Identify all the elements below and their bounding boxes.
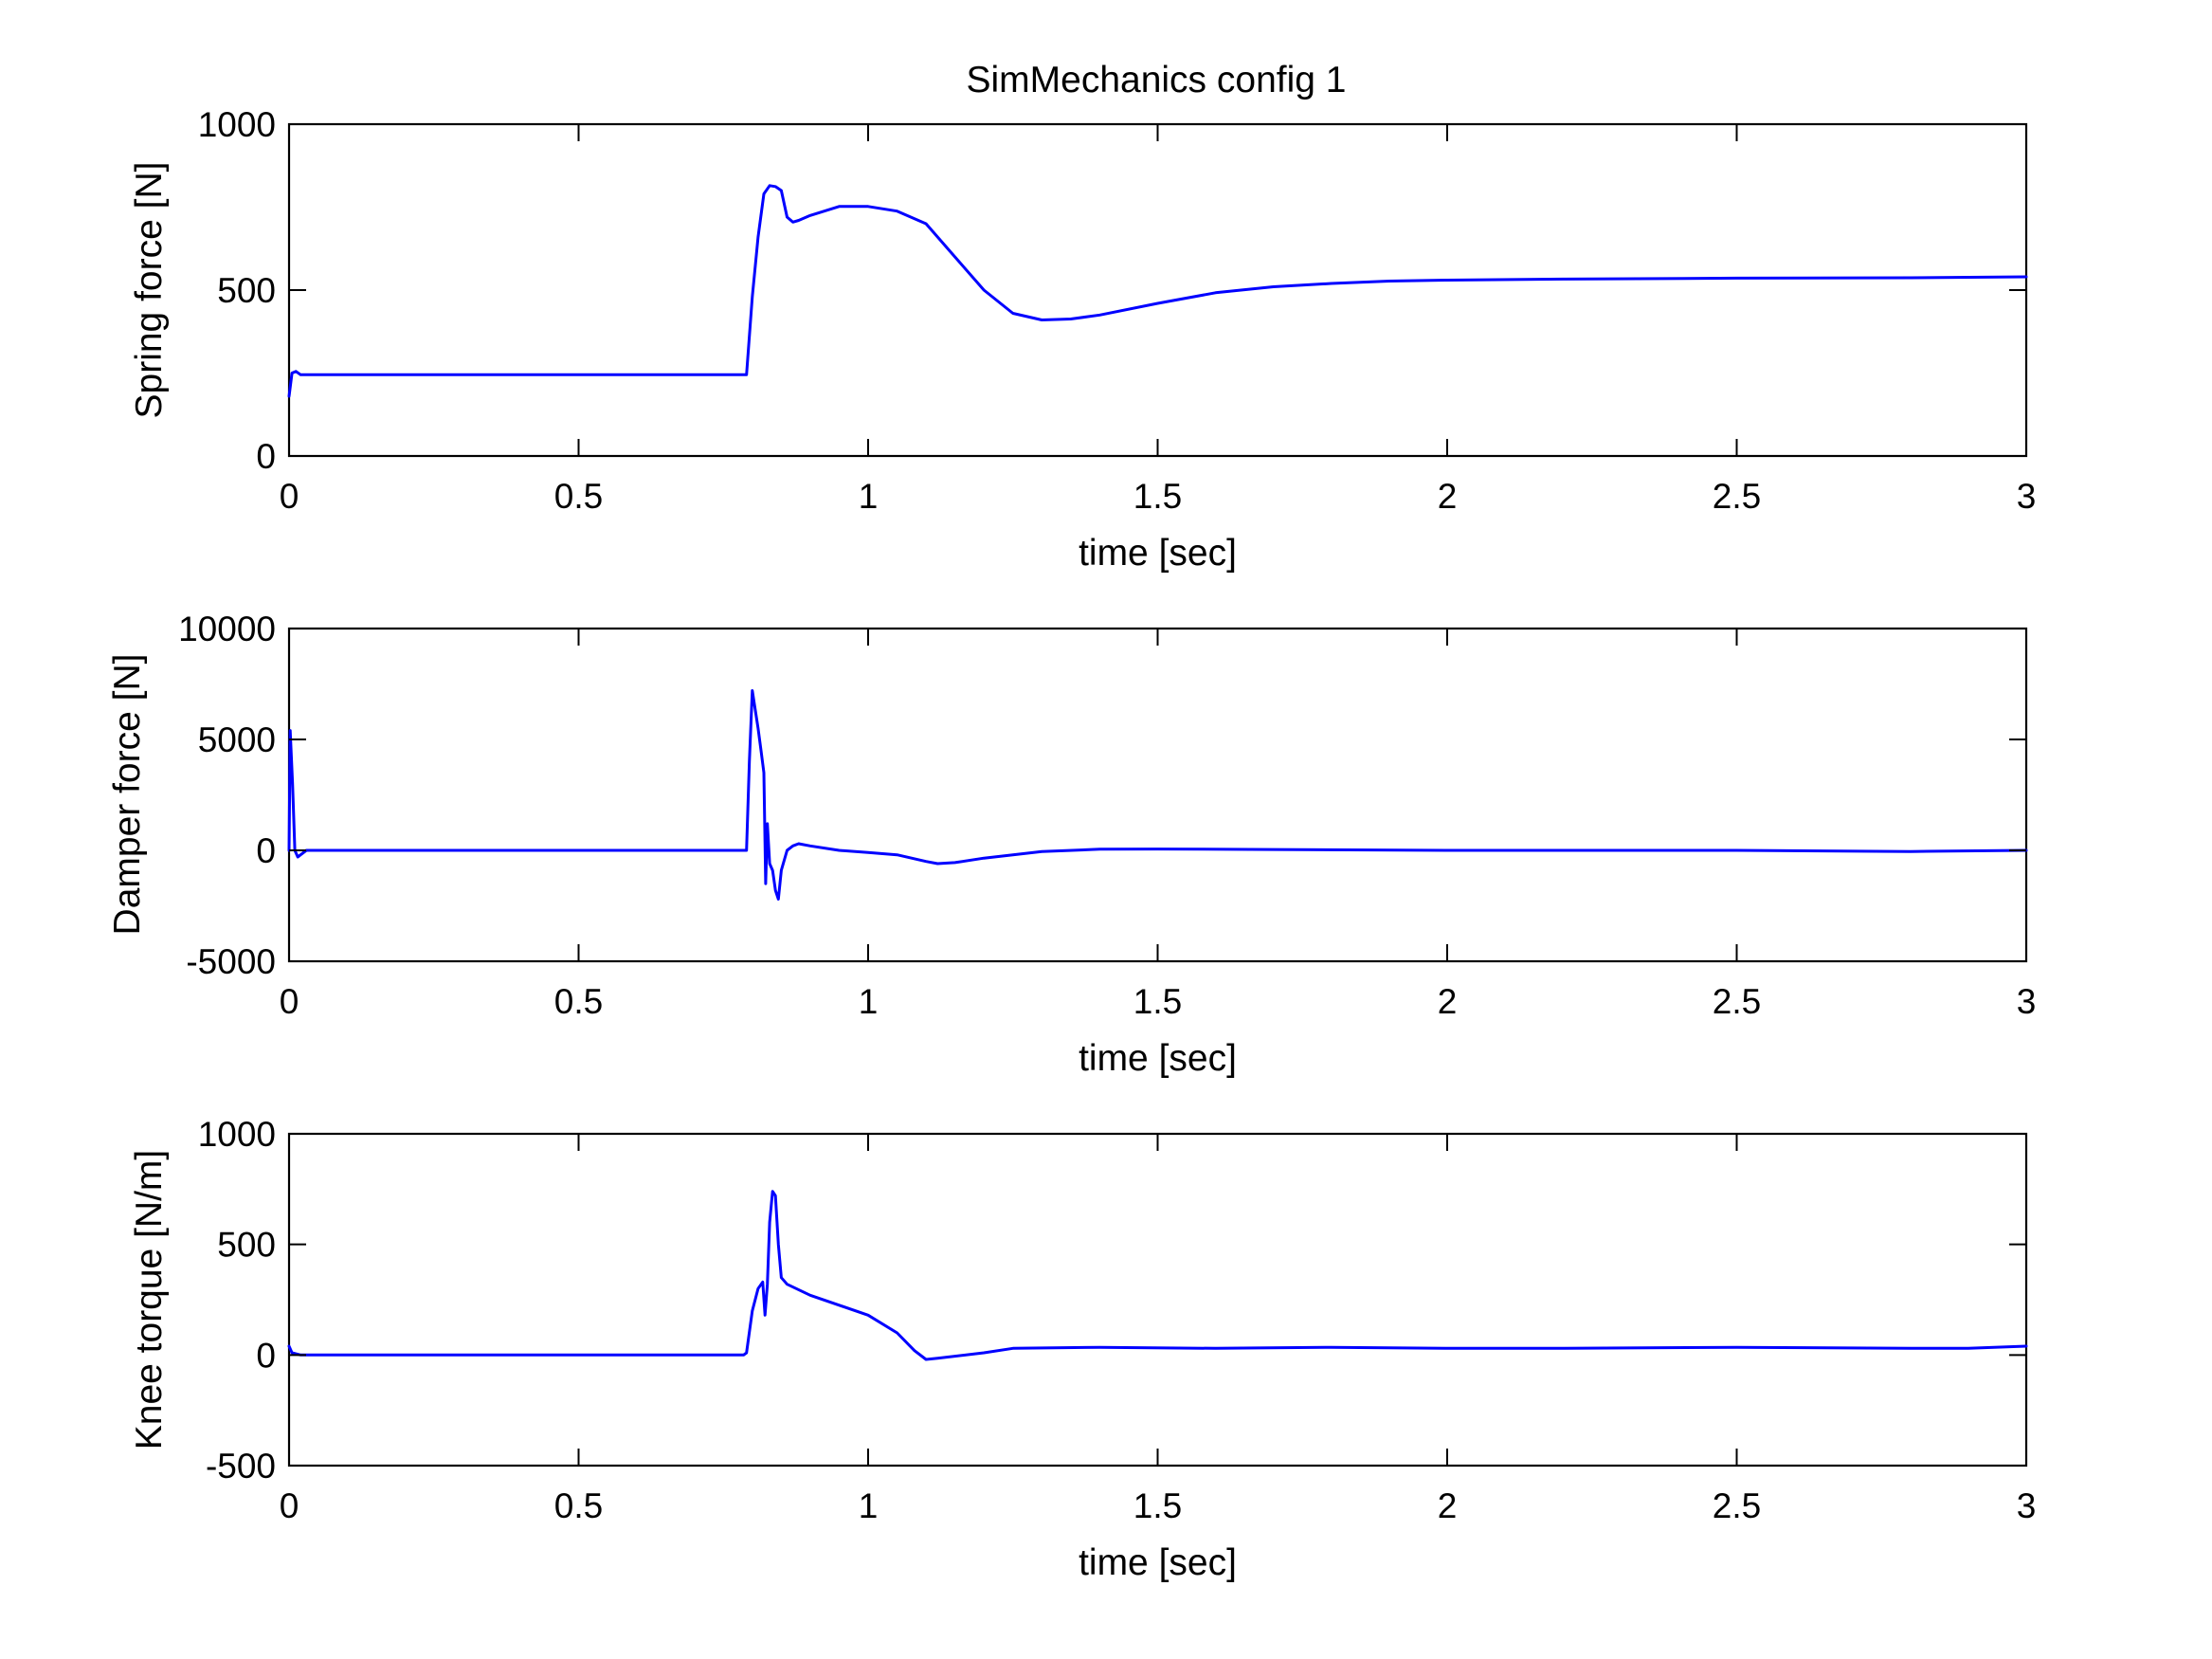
x-tick-label: 1 xyxy=(859,982,879,1021)
x-tick-label: 1.5 xyxy=(1133,982,1182,1021)
y-tick-label: 500 xyxy=(217,1226,276,1265)
x-tick-label: 0 xyxy=(280,982,299,1021)
x-tick-label: 1 xyxy=(859,1486,879,1525)
x-tick-label: 1.5 xyxy=(1133,477,1182,516)
series-line-1 xyxy=(287,184,2028,398)
x-tick-label: 3 xyxy=(2017,1486,2037,1525)
axes-box xyxy=(287,122,2028,458)
x-axis-label: time [sec] xyxy=(1079,533,1237,574)
axes-box xyxy=(287,627,2028,963)
x-tick-label: 2.5 xyxy=(1713,1486,1761,1525)
x-axis-label: time [sec] xyxy=(1079,1542,1237,1583)
y-tick-label: 1000 xyxy=(198,105,276,144)
x-tick-label: 2 xyxy=(1438,1486,1458,1525)
subplot-1: 0 0.5 1 1.5 2 2.5 3 0 500 1000 time [sec] Spring fo… xyxy=(129,105,2036,574)
axes-box xyxy=(287,1132,2028,1468)
x-tick-label: 2.5 xyxy=(1713,477,1761,516)
x-tick-label: 3 xyxy=(2017,982,2037,1021)
figure-title: SimMechanics config 1 xyxy=(966,60,1346,100)
x-tick-label: 2.5 xyxy=(1713,982,1761,1021)
x-tick-label: 2 xyxy=(1438,982,1458,1021)
x-axis-label: time [sec] xyxy=(1079,1038,1237,1079)
x-tick-label: 0.5 xyxy=(554,1486,603,1525)
y-tick-label: -500 xyxy=(206,1447,276,1486)
y-tick-label: 10000 xyxy=(178,610,276,648)
x-tick-label: 0 xyxy=(280,1486,299,1525)
y-tick-label: 1000 xyxy=(198,1115,276,1154)
x-tick-label: 0.5 xyxy=(554,477,603,516)
series-line-1 xyxy=(287,689,2028,901)
x-tick-label: 3 xyxy=(2017,477,2037,516)
y-axis-label: Spring force [N] xyxy=(129,162,170,419)
y-tick-label: 0 xyxy=(256,437,276,476)
y-tick-label: 0 xyxy=(256,1336,276,1375)
y-tick-label: -5000 xyxy=(186,942,276,981)
x-tick-label: 0.5 xyxy=(554,982,603,1021)
x-tick-label: 1.5 xyxy=(1133,1486,1182,1525)
y-axis-label: Knee torque [N/m] xyxy=(129,1150,170,1450)
x-tick-label: 0 xyxy=(280,477,299,516)
y-tick-label: 500 xyxy=(217,271,276,310)
x-tick-label: 2 xyxy=(1438,477,1458,516)
x-tick-label: 1 xyxy=(859,477,879,516)
y-tick-label: 0 xyxy=(256,831,276,870)
series-line-1 xyxy=(287,1190,2028,1361)
y-tick-label: 5000 xyxy=(198,720,276,759)
y-axis-label: Damper force [N] xyxy=(107,654,148,936)
